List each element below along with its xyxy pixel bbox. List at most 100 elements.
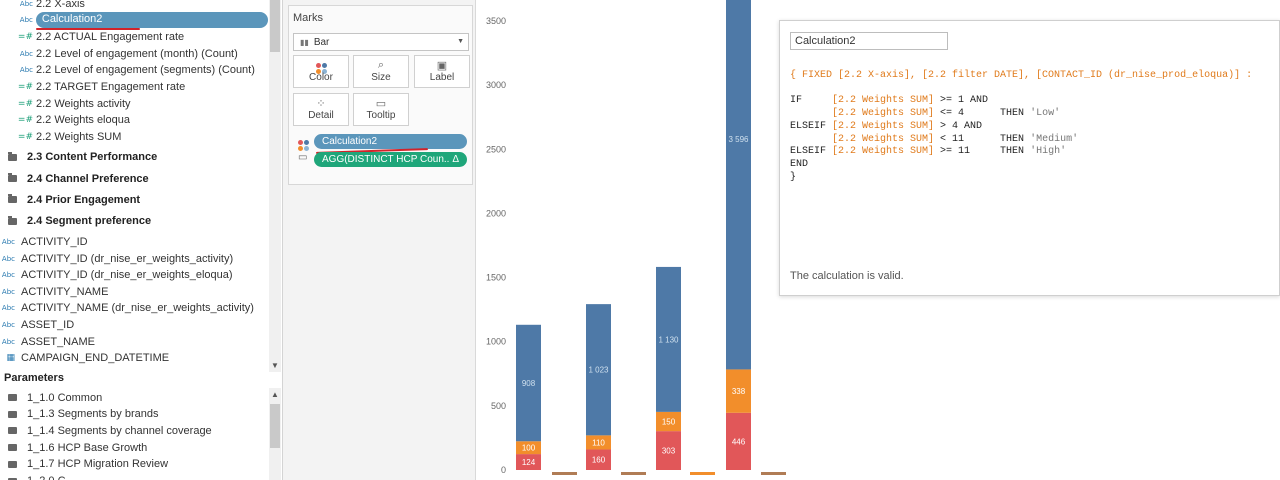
color-button[interactable]: Color: [293, 55, 349, 88]
calculation-formula-editor[interactable]: { FIXED [2.2 X-axis], [2.2 filter DATE],…: [790, 70, 1253, 183]
field-label: ACTIVITY_NAME (dr_nise_er_weights_activi…: [21, 302, 254, 315]
folder-icon: [8, 460, 17, 468]
bar-value-label: 908: [522, 379, 536, 388]
marks-title: Marks: [293, 12, 323, 24]
red-annotation-underline: [36, 27, 140, 30]
parameter-folder[interactable]: 1_1.0 Common: [0, 389, 102, 406]
field-item[interactable]: Abc ACTIVITY_ID (dr_nise_er_weights_activ…: [0, 250, 268, 267]
bar-chart-icon: ▮▮: [300, 37, 309, 47]
parameter-label: 1_1.0 Common: [27, 391, 103, 404]
field-label: 2.2 Weights SUM: [36, 131, 122, 144]
bar-value-label: 124: [522, 458, 536, 467]
field-label: ASSET_NAME: [21, 335, 95, 348]
bar-value-label: 150: [662, 418, 676, 427]
string-dimension-icon: Abc: [1, 238, 15, 246]
color-field-pill[interactable]: Calculation2: [314, 134, 467, 149]
bar-segment: [726, 412, 751, 470]
bar-value-label: 1 023: [588, 366, 609, 375]
y-axis-tick-label: 0: [501, 465, 506, 475]
folder-item[interactable]: 2.4 Channel Preference: [0, 169, 268, 189]
string-dimension-icon: Abc: [1, 287, 15, 296]
color-field-pill-label: Calculation2: [322, 136, 378, 147]
folder-icon: [8, 444, 17, 452]
folder-icon: [8, 394, 17, 401]
bar-value-label: 100: [522, 444, 536, 453]
chevron-up-icon[interactable]: ▲: [271, 390, 279, 399]
field-item[interactable]: =# 2.2 Weights SUM: [0, 129, 268, 146]
mark-type-dropdown[interactable]: ▮▮ Bar ▼: [293, 33, 469, 51]
bar-segment: [516, 324, 541, 442]
parameter-folder[interactable]: 1_1.7 HCP Migration Review: [0, 456, 168, 473]
warning-delta-icon: Δ: [452, 154, 459, 165]
parameter-folder[interactable]: 1_1.3 Segments by brands: [0, 406, 158, 423]
field-item[interactable]: ▦ CAMPAIGN_END_DATETIME: [0, 350, 268, 367]
parameter-folder[interactable]: 1_1.6 HCP Base Growth: [0, 439, 147, 456]
measure-calc-icon: =#: [17, 115, 33, 126]
parameter-folder[interactable]: 1_2.0 C...: [0, 473, 75, 480]
field-item[interactable]: Abc ASSET_NAME: [0, 333, 268, 350]
string-dimension-icon: Abc: [1, 271, 15, 280]
string-dimension-icon: Abc: [19, 16, 33, 25]
folder-item[interactable]: 2.4 Segment preference: [0, 211, 268, 231]
field-label: 2.2 TARGET Engagement rate: [36, 81, 186, 93]
tooltip-icon: ▭: [375, 98, 387, 110]
y-axis-tick-label: 1500: [486, 273, 506, 283]
folder-label: 2.3 Content Performance: [27, 151, 158, 164]
data-pane: Abc 2.2 X-axis Abc Calculation2 =# 2.2 ACTUAL…: [0, 0, 283, 480]
tooltip-shelf-icon: ▭: [298, 152, 308, 163]
field-item[interactable]: Abc Calculation2: [0, 12, 268, 29]
field-item[interactable]: =# 2.2 ACTUAL Engagement rate: [0, 28, 268, 45]
y-axis-tick-label: 3500: [486, 16, 506, 26]
string-dimension-icon: Abc: [19, 66, 33, 75]
parameter-label: 1_1.6 HCP Base Growth: [27, 441, 148, 454]
label-button[interactable]: ▣ Label: [414, 55, 470, 88]
measure-calc-icon: =#: [17, 82, 33, 92]
marks-area: Marks ▮▮ Bar ▼ Color ⌕ Size ▣ Label ⁘ De…: [283, 0, 476, 480]
field-item[interactable]: Abc ACTIVITY_NAME: [0, 283, 268, 300]
folder-icon: [8, 215, 17, 225]
detail-button[interactable]: ⁘ Detail: [293, 93, 349, 126]
size-button[interactable]: ⌕ Size: [353, 55, 409, 88]
text-label-icon: ▣: [436, 60, 448, 72]
bar-value-label: 110: [592, 438, 605, 447]
string-dimension-icon: Abc: [1, 254, 15, 263]
chevron-down-icon[interactable]: ▼: [271, 361, 279, 370]
field-item[interactable]: =# 2.2 TARGET Engagement rate: [0, 79, 268, 96]
calculation-name-input[interactable]: Calculation2: [790, 32, 948, 50]
bar-chart: 0 500 1000 1500 2000 2500 3000 3500 124 100 908 160…: [486, 0, 786, 475]
bar-segment: [726, 369, 751, 413]
field-label: 2.2 ACTUAL Engagement rate: [36, 30, 185, 43]
folder-label: 2.4 Prior Engagement: [27, 193, 141, 206]
field-item[interactable]: Abc 2.2 Level of engagement (month) (Coun…: [0, 45, 268, 62]
field-item[interactable]: Abc 2.2 Level of engagement (segments) (C…: [0, 62, 268, 79]
field-item[interactable]: Abc ACTIVITY_ID: [0, 234, 268, 251]
chevron-down-icon: ▼: [457, 38, 464, 45]
folder-item[interactable]: 2.3 Content Performance: [0, 147, 268, 167]
field-label: 2.2 Weights eloqua: [36, 114, 130, 127]
tooltip-button-label: Tooltip: [366, 110, 396, 121]
field-item[interactable]: =# 2.2 Weights eloqua: [0, 112, 268, 129]
bar-segment: [690, 472, 715, 475]
field-item[interactable]: =# 2.2 Weights activity: [0, 95, 268, 112]
parameter-list-scrollbar[interactable]: ▲: [269, 388, 281, 480]
field-item[interactable]: Abc 2.2 X-axis: [0, 0, 268, 12]
scrollbar-thumb[interactable]: [270, 0, 280, 52]
folder-item[interactable]: 2.4 Prior Engagement: [0, 190, 268, 210]
string-dimension-icon: Abc: [19, 49, 33, 58]
field-label: ASSET_ID: [21, 319, 75, 331]
field-item[interactable]: Abc ACTIVITY_NAME (dr_nise_er_weights_act…: [0, 300, 268, 317]
scrollbar-thumb[interactable]: [270, 404, 280, 448]
bar-segment: [656, 411, 681, 432]
field-list-scrollbar[interactable]: ▼: [269, 0, 281, 372]
tooltip-button[interactable]: ▭ Tooltip: [353, 93, 409, 126]
folder-icon: [8, 477, 17, 480]
tooltip-field-pill[interactable]: AGG(DISTINCT HCP Coun.. Δ: [314, 152, 467, 167]
parameter-folder[interactable]: 1_1.4 Segments by channel coverage: [0, 422, 212, 439]
parameter-list: 1_1.0 Common 1_1.3 Segments by brands 1_1.…: [0, 388, 268, 480]
field-item[interactable]: Abc ACTIVITY_ID (dr_nise_er_weights_eloqu…: [0, 267, 268, 284]
detail-button-label: Detail: [308, 110, 334, 121]
y-axis-tick-label: 500: [491, 401, 506, 411]
field-label: ACTIVITY_NAME: [21, 285, 109, 298]
field-item[interactable]: Abc ASSET_ID: [0, 317, 268, 334]
field-label: 2.2 Level of engagement (segments) (Coun…: [36, 64, 255, 77]
